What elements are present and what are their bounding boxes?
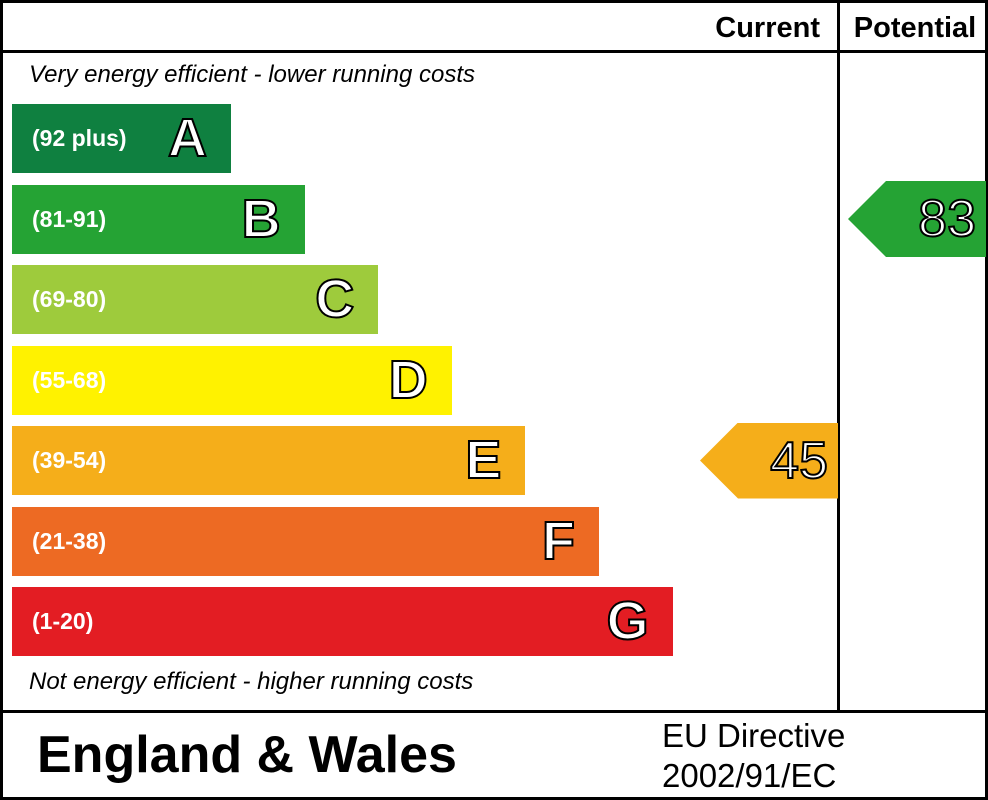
band-b: (81-91) B: [12, 184, 305, 254]
band-letter: B: [241, 188, 282, 250]
band-range-label: (21-38): [32, 527, 107, 554]
band-range-label: (39-54): [32, 447, 107, 473]
band-range-label: (55-68): [32, 366, 107, 393]
bottom-efficiency-note: Not energy efficient - higher running co…: [29, 668, 474, 695]
band-e: (39-54) E: [12, 426, 526, 495]
potential-rating-value: 83: [917, 189, 977, 249]
footer-divider: [3, 710, 988, 713]
band-letter: C: [314, 268, 355, 330]
band-range-label: (69-80): [32, 286, 107, 312]
band-letter: G: [606, 590, 650, 652]
region-title: England & Wales: [37, 726, 457, 784]
current-column-header: Current: [715, 12, 820, 44]
band-a: (92 plus) A: [12, 104, 231, 173]
column-divider: [837, 3, 840, 713]
band-f: (21-38) F: [12, 506, 599, 576]
eu-directive: EU Directive 2002/91/EC: [662, 716, 845, 796]
band-d: (55-68) D: [12, 345, 452, 415]
directive-line-1: EU Directive: [662, 717, 846, 754]
band-letter: A: [167, 107, 208, 169]
current-rating-value: 45: [769, 431, 829, 491]
band-c: (69-80) C: [12, 265, 379, 334]
band-range-label: (1-20): [32, 608, 94, 634]
header-divider: [3, 50, 988, 53]
band-range-label: (81-91): [32, 205, 107, 232]
top-efficiency-note: Very energy efficient - lower running co…: [29, 61, 475, 88]
current-rating-arrow: 45: [700, 422, 838, 499]
band-letter: E: [464, 429, 502, 491]
band-g: (1-20) G: [12, 587, 673, 656]
potential-rating-arrow: 83: [848, 181, 986, 257]
directive-line-2: 2002/91/EC: [662, 757, 837, 794]
potential-column-header: Potential: [853, 12, 977, 44]
band-letter: D: [388, 349, 429, 411]
band-range-label: (92 plus): [32, 125, 127, 151]
band-letter: F: [541, 510, 576, 572]
